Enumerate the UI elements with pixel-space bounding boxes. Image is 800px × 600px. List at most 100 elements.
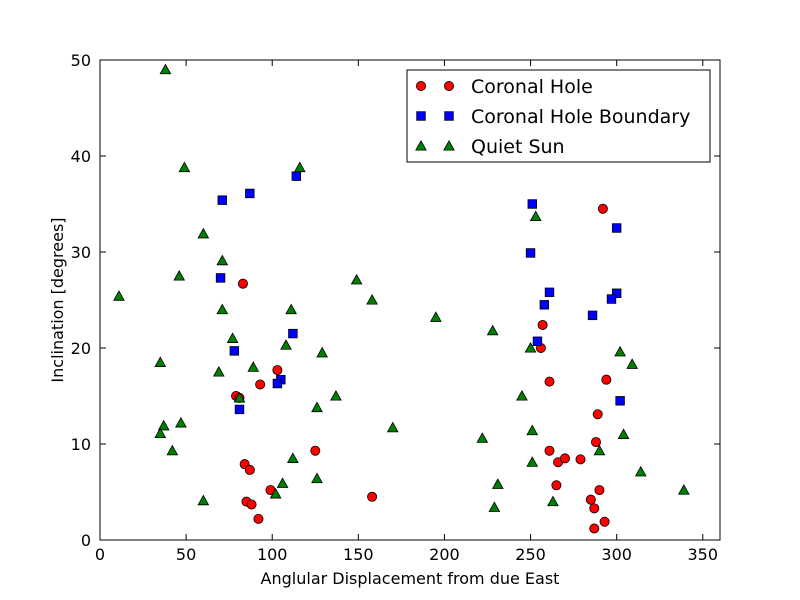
legend-marker-triangle: [415, 139, 427, 151]
x-tick-label: 350: [688, 545, 719, 564]
data-point-triangle: [488, 501, 501, 512]
data-point-triangle: [429, 311, 442, 322]
data-point-circle: [592, 409, 603, 420]
data-point-circle: [272, 365, 283, 376]
data-point-square: [215, 273, 226, 283]
data-point-circle: [544, 445, 555, 456]
data-point-triangle: [233, 391, 246, 403]
data-point-circle: [594, 485, 605, 496]
plot-frame: [99, 59, 721, 541]
data-point-circle: [367, 491, 378, 502]
data-point-triangle: [216, 303, 229, 315]
data-point-triangle: [285, 303, 298, 315]
y-tick-label: 10: [71, 435, 91, 454]
data-point-circle: [585, 494, 596, 505]
data-point-triangle: [593, 444, 606, 456]
data-point-circle: [246, 499, 257, 510]
y-tick-label: 0: [81, 531, 91, 550]
legend-label: Coronal Hole: [471, 76, 593, 98]
data-point-square: [606, 294, 617, 304]
data-point-triangle: [366, 293, 378, 305]
data-point-circle: [253, 513, 264, 524]
data-point-square: [611, 223, 622, 233]
data-point-circle: [551, 480, 562, 491]
data-point-square: [272, 378, 283, 389]
data-marks: [113, 63, 690, 534]
data-point-triangle: [386, 421, 399, 433]
legend: Coronal Hole Coronal Hole Boundary Quiet S…: [406, 69, 711, 163]
data-point-circle: [589, 523, 600, 534]
data-point-circle: [310, 445, 321, 456]
data-point-square: [288, 328, 298, 339]
data-point-triangle: [159, 63, 172, 75]
axis-ticks: 0 50 100 150 200 250 300 350 0 10 20 30 40 50: [71, 51, 720, 564]
legend-marker-triangle: [443, 139, 455, 151]
legend-marker-circle: [443, 81, 454, 92]
data-point-circle: [599, 516, 610, 527]
x-tick-label: 0: [95, 545, 105, 564]
data-point-circle: [537, 319, 548, 330]
x-tick-label: 300: [601, 545, 632, 564]
data-point-triangle: [311, 472, 323, 484]
data-point-triangle: [175, 416, 187, 428]
data-point-circle: [601, 374, 612, 385]
data-point-square: [229, 346, 240, 356]
legend-label: Quiet Sun: [471, 136, 565, 158]
data-point-square: [532, 336, 543, 346]
y-tick-label: 20: [71, 339, 91, 358]
data-point-circle: [544, 376, 555, 387]
data-point-circle: [591, 437, 602, 448]
data-point-triangle: [154, 356, 167, 367]
data-point-square: [539, 300, 550, 310]
data-point-square: [615, 396, 625, 406]
data-point-triangle: [113, 290, 125, 301]
data-point-triangle: [529, 210, 542, 222]
x-tick-label: 250: [515, 545, 546, 564]
data-point-triangle: [197, 227, 210, 239]
data-point-triangle: [524, 341, 537, 353]
data-point-triangle: [634, 465, 647, 477]
x-tick-label: 100: [257, 545, 288, 564]
data-point-triangle: [617, 428, 630, 439]
data-point-triangle: [216, 254, 229, 266]
data-point-triangle: [247, 361, 260, 372]
data-point-triangle: [154, 427, 167, 439]
data-point-triangle: [166, 444, 179, 456]
data-point-square: [544, 287, 555, 298]
data-point-triangle: [173, 269, 186, 281]
legend-box: [406, 69, 711, 163]
y-axis-label: Inclination [degrees]: [48, 217, 67, 382]
data-point-triangle: [178, 161, 191, 173]
data-point-triangle: [212, 365, 225, 377]
data-point-circle: [560, 453, 571, 464]
data-point-triangle: [350, 273, 363, 285]
data-point-triangle: [626, 358, 639, 369]
data-point-square: [234, 404, 245, 415]
legend-marker-circle: [415, 81, 426, 92]
data-point-triangle: [197, 494, 210, 506]
y-tick-label: 50: [71, 51, 91, 70]
data-point-triangle: [269, 487, 282, 499]
data-point-triangle: [547, 495, 559, 507]
data-point-triangle: [293, 161, 306, 173]
data-point-triangle: [476, 432, 489, 443]
data-point-square: [245, 188, 255, 199]
data-point-triangle: [491, 478, 504, 489]
data-point-triangle: [280, 339, 292, 350]
data-point-triangle: [311, 401, 323, 413]
x-axis-label: Anglular Displacement from due East: [261, 569, 560, 588]
legend-marker-square: [416, 111, 426, 121]
legend-marker-square: [444, 111, 454, 121]
y-tick-label: 30: [71, 243, 91, 262]
x-tick-label: 150: [343, 545, 374, 564]
data-point-triangle: [276, 477, 289, 488]
data-point-circle: [255, 379, 266, 390]
data-point-triangle: [516, 389, 528, 401]
data-point-square: [611, 288, 622, 298]
data-point-circle: [589, 503, 600, 514]
data-point-circle: [244, 464, 255, 475]
data-point-triangle: [526, 456, 539, 467]
y-tick-label: 40: [71, 147, 91, 166]
data-point-triangle: [226, 332, 239, 343]
